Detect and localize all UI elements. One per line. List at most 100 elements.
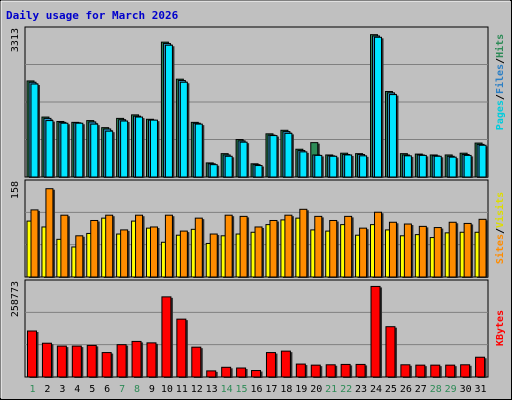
bar-pages xyxy=(269,135,278,178)
bar-kbytes xyxy=(131,340,142,378)
bar-sites xyxy=(194,217,203,278)
bar-sites xyxy=(179,230,188,278)
bar-kbytes xyxy=(385,326,396,378)
series-label-separator: / xyxy=(495,58,506,64)
x-tick-label: 31 xyxy=(475,384,487,395)
bar-kbytes xyxy=(71,345,82,378)
bar-kbytes xyxy=(475,356,486,378)
ymax-label-hits: 3313 xyxy=(10,28,21,52)
x-tick-label: 20 xyxy=(310,384,322,395)
bar-pages xyxy=(194,123,203,178)
bar-pages xyxy=(105,130,114,178)
x-tick-label: 8 xyxy=(134,384,140,395)
bar-sites xyxy=(209,233,218,278)
bar-kbytes xyxy=(415,364,426,378)
series-label-files: Files xyxy=(494,64,506,94)
bar-kbytes xyxy=(325,364,336,378)
bar-pages xyxy=(374,36,383,178)
x-tick-label: 26 xyxy=(400,384,412,395)
bar-pages xyxy=(224,155,233,178)
x-tick-label: 9 xyxy=(149,384,155,395)
bar-sites xyxy=(359,227,368,278)
bar-sites xyxy=(164,214,173,278)
bar-pages xyxy=(149,119,158,178)
bar-pages xyxy=(478,144,487,178)
bar-pages xyxy=(30,83,39,178)
x-tick-label: 21 xyxy=(325,384,337,395)
series-label-kbytes: KBytes xyxy=(495,310,506,346)
bar-sites xyxy=(463,222,472,278)
bar-sites xyxy=(75,235,84,278)
bar-pages xyxy=(179,81,188,178)
bar-kbytes xyxy=(56,345,67,378)
bar-kbytes xyxy=(101,352,112,378)
bar-sites xyxy=(299,208,308,278)
bar-kbytes xyxy=(400,364,411,378)
bar-kbytes xyxy=(116,344,127,378)
ymax-label-kbytes: 258773 xyxy=(10,281,21,317)
bar-kbytes xyxy=(86,344,97,378)
x-tick-label: 3 xyxy=(59,384,65,395)
x-tick-label: 13 xyxy=(206,384,218,395)
x-tick-label: 30 xyxy=(460,384,472,395)
bar-kbytes xyxy=(221,366,232,378)
bar-pages xyxy=(329,155,338,178)
bar-pages xyxy=(75,122,84,178)
bar-sites xyxy=(149,226,158,278)
bar-sites xyxy=(314,215,323,278)
bar-sites xyxy=(60,214,69,278)
bar-sites xyxy=(120,229,129,278)
bar-sites xyxy=(105,214,114,278)
bar-kbytes xyxy=(445,364,456,378)
x-tick-label: 5 xyxy=(89,384,95,395)
x-tick-label: 17 xyxy=(265,384,277,395)
bar-pages xyxy=(463,154,472,178)
bar-kbytes xyxy=(430,364,441,378)
bar-pages xyxy=(418,154,427,178)
bar-sites xyxy=(224,214,233,278)
bar-pages xyxy=(448,156,457,178)
bar-pages xyxy=(359,155,368,178)
bar-pages xyxy=(344,154,353,178)
series-label-visits: Sites/Visits xyxy=(494,192,506,264)
bar-pages xyxy=(120,120,129,178)
bar-pages xyxy=(239,141,248,178)
x-tick-label: 25 xyxy=(385,384,397,395)
series-label-kbytes: KBytes xyxy=(495,310,506,346)
bar-sites xyxy=(374,211,383,278)
x-tick-label: 10 xyxy=(161,384,173,395)
x-tick-label: 16 xyxy=(250,384,262,395)
bar-pages xyxy=(299,151,308,178)
bar-sites xyxy=(45,188,54,278)
bar-kbytes xyxy=(251,370,262,378)
bar-sites xyxy=(30,209,39,278)
bar-kbytes xyxy=(340,363,351,378)
bar-kbytes xyxy=(280,350,291,378)
bar-kbytes xyxy=(27,330,37,378)
chart-title: Daily usage for March 2026 xyxy=(6,9,179,22)
series-label-separator: / xyxy=(495,228,506,234)
bar-sites xyxy=(269,219,278,278)
series-label-pages: Pages xyxy=(495,100,506,130)
x-tick-label: 14 xyxy=(221,384,233,395)
bar-kbytes xyxy=(206,370,217,378)
x-tick-label: 2 xyxy=(44,384,50,395)
bar-sites xyxy=(478,218,487,278)
series-label-sites: Sites xyxy=(494,234,506,264)
bar-pages xyxy=(45,120,54,178)
bar-kbytes xyxy=(191,346,202,378)
bar-kbytes xyxy=(370,285,381,378)
x-tick-label: 1 xyxy=(29,384,35,395)
bar-kbytes xyxy=(146,342,157,378)
x-tick-label: 15 xyxy=(236,384,248,395)
bar-sites xyxy=(418,225,427,278)
x-tick-label: 23 xyxy=(355,384,367,395)
bar-sites xyxy=(403,223,412,278)
bar-kbytes xyxy=(295,363,306,378)
bar-pages xyxy=(433,155,442,178)
bar-sites xyxy=(90,219,99,278)
bar-pages xyxy=(284,132,293,178)
bar-pages xyxy=(60,122,69,178)
series-label-hits: Hits xyxy=(494,34,506,58)
